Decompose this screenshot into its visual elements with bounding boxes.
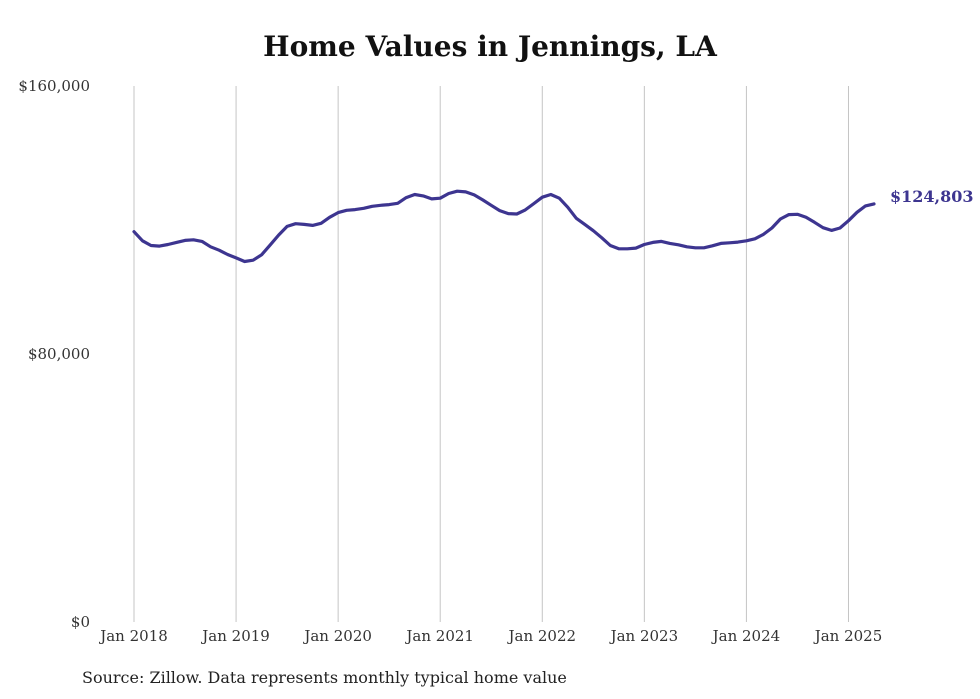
chart-title: Home Values in Jennings, LA: [263, 30, 717, 63]
y-tick-label: $160,000: [18, 77, 90, 95]
x-tick-label: Jan 2019: [200, 627, 270, 645]
x-tick-label: Jan 2022: [506, 627, 576, 645]
y-axis-tick-labels: $0 $80,000 $160,000: [18, 77, 90, 631]
source-note: Source: Zillow. Data represents monthly …: [82, 668, 567, 687]
x-tick-label: Jan 2025: [813, 627, 883, 645]
x-tick-label: Jan 2020: [302, 627, 372, 645]
x-tick-label: Jan 2018: [98, 627, 168, 645]
y-tick-label: $80,000: [28, 345, 90, 363]
x-axis-tick-labels: Jan 2018 Jan 2019 Jan 2020 Jan 2021 Jan 2022…: [98, 627, 882, 645]
x-tick-label: Jan 2021: [404, 627, 474, 645]
x-tick-label: Jan 2023: [609, 627, 679, 645]
home-value-line: [132, 189, 876, 264]
y-tick-label: $0: [71, 613, 90, 631]
x-tick-label: Jan 2024: [711, 627, 781, 645]
last-value-label: $124,803: [890, 187, 974, 206]
gridlines: [133, 86, 849, 622]
